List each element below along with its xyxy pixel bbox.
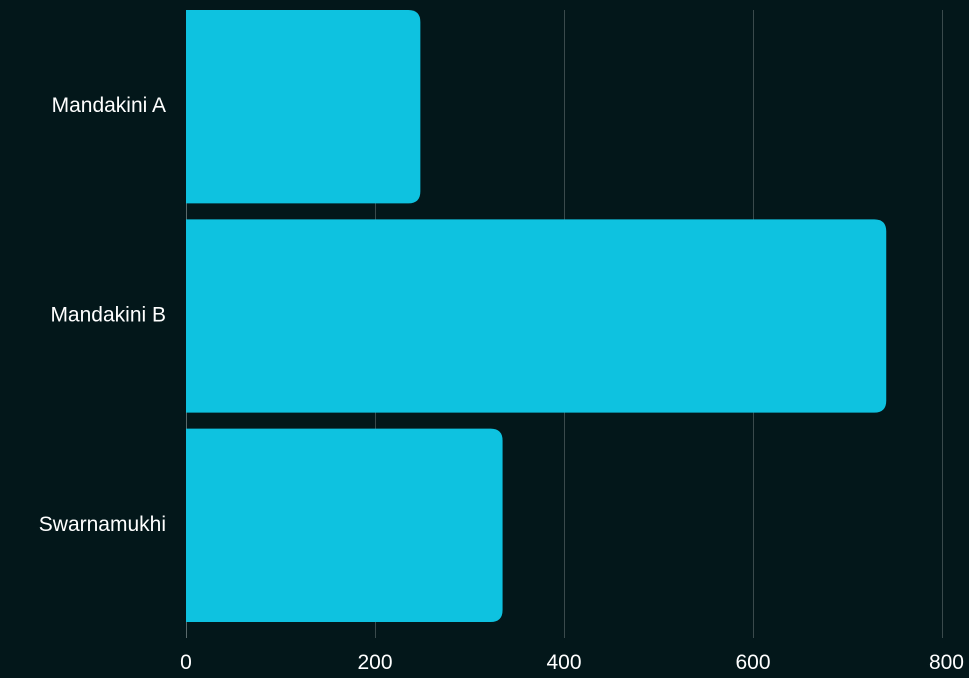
x-tick-label: 600 [735, 651, 770, 674]
x-tick-label: 800 [929, 651, 964, 674]
bar-swarnamukhi [186, 428, 503, 622]
y-category-label: Mandakini A [52, 94, 166, 117]
y-axis-category-labels: Mandakini A Mandakini B Swarnamukhi [39, 94, 166, 536]
x-tick-label: 0 [180, 651, 192, 674]
x-axis-tick-labels: 0 200 400 600 800 [180, 651, 964, 674]
x-tick-label: 200 [357, 651, 392, 674]
x-tick-label: 400 [546, 651, 581, 674]
bar-mandakini-b [186, 219, 887, 413]
y-category-label: Swarnamukhi [39, 513, 166, 536]
bar-mandakini-a [186, 10, 421, 204]
y-category-label: Mandakini B [50, 304, 166, 327]
bars [186, 10, 887, 622]
